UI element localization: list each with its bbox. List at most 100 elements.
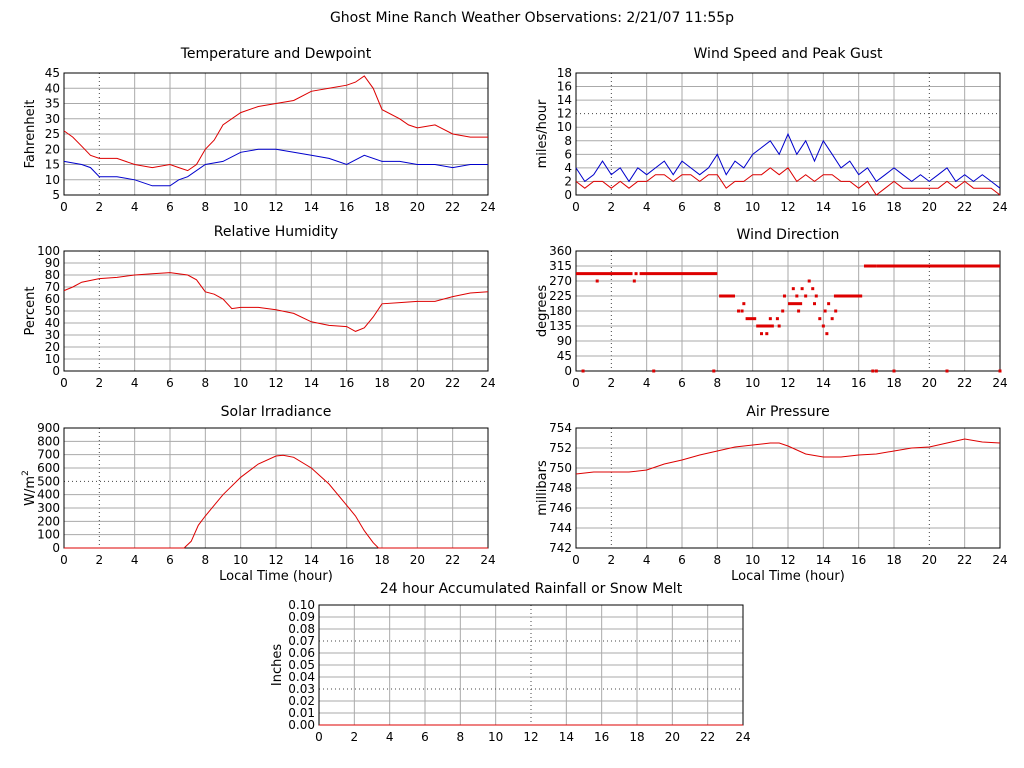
y-tick-label: 0.05 bbox=[288, 658, 315, 672]
x-tick-label: 8 bbox=[202, 376, 210, 390]
x-tick-label: 16 bbox=[594, 730, 609, 744]
direction-point bbox=[797, 309, 801, 313]
x-tick-label: 14 bbox=[304, 376, 319, 390]
plot-frame bbox=[575, 427, 1001, 549]
series-line-0 bbox=[575, 438, 1001, 475]
x-tick-label: 2 bbox=[608, 376, 616, 390]
y-axis-label: millibars bbox=[535, 460, 550, 516]
x-tick-label: 20 bbox=[410, 553, 425, 567]
y-tick-label: 16 bbox=[557, 80, 572, 94]
y-tick-label: 2 bbox=[564, 174, 572, 188]
series-line-1 bbox=[575, 167, 1001, 196]
y-tick-label: 500 bbox=[37, 474, 60, 488]
y-tick-label: 40 bbox=[45, 316, 60, 330]
x-tick-label: 8 bbox=[714, 553, 722, 567]
x-tick-label: 8 bbox=[714, 376, 722, 390]
direction-point bbox=[825, 332, 829, 336]
y-tick-label: 744 bbox=[549, 521, 572, 535]
x-tick-label: 20 bbox=[922, 376, 937, 390]
x-tick-label: 6 bbox=[166, 200, 174, 214]
x-tick-label: 16 bbox=[851, 376, 866, 390]
chart-title: Air Pressure bbox=[746, 404, 829, 420]
direction-point bbox=[871, 369, 875, 373]
direction-point bbox=[892, 369, 896, 373]
y-tick-label: 14 bbox=[557, 93, 572, 107]
x-tick-label: 0 bbox=[315, 730, 323, 744]
x-tick-label: 12 bbox=[268, 376, 283, 390]
x-tick-label: 20 bbox=[922, 553, 937, 567]
y-tick-label: 10 bbox=[45, 352, 60, 366]
x-tick-label: 24 bbox=[480, 200, 495, 214]
direction-point bbox=[742, 302, 746, 306]
direction-point bbox=[804, 294, 808, 298]
y-tick-label: 748 bbox=[549, 481, 572, 495]
y-tick-label: 45 bbox=[557, 349, 572, 363]
x-tick-label: 16 bbox=[339, 553, 354, 567]
x-tick-label: 16 bbox=[339, 376, 354, 390]
y-tick-label: 0.00 bbox=[288, 718, 315, 732]
x-tick-label: 12 bbox=[780, 200, 795, 214]
direction-point bbox=[634, 272, 638, 276]
direction-point bbox=[791, 287, 795, 291]
x-tick-label: 10 bbox=[488, 730, 503, 744]
y-tick-label: 60 bbox=[45, 292, 60, 306]
x-tick-label: 6 bbox=[678, 376, 686, 390]
x-tick-label: 2 bbox=[608, 553, 616, 567]
x-tick-label: 14 bbox=[304, 553, 319, 567]
direction-point bbox=[781, 309, 785, 313]
x-tick-label: 18 bbox=[886, 200, 901, 214]
x-tick-label: 10 bbox=[233, 376, 248, 390]
y-tick-label: 0.01 bbox=[288, 706, 315, 720]
direction-point bbox=[814, 294, 818, 298]
direction-point bbox=[834, 309, 838, 313]
direction-point bbox=[823, 309, 827, 313]
x-tick-label: 10 bbox=[745, 200, 760, 214]
x-tick-label: 20 bbox=[410, 200, 425, 214]
x-tick-label: 20 bbox=[410, 376, 425, 390]
y-tick-label: 0 bbox=[52, 541, 60, 555]
x-tick-label: 14 bbox=[559, 730, 574, 744]
y-tick-label: 15 bbox=[45, 158, 60, 172]
x-tick-label: 22 bbox=[957, 553, 972, 567]
series-line-0 bbox=[63, 272, 489, 332]
y-tick-label: 270 bbox=[549, 274, 572, 288]
x-tick-label: 12 bbox=[780, 553, 795, 567]
y-tick-label: 12 bbox=[557, 107, 572, 121]
plot-frame bbox=[575, 72, 1001, 196]
x-tick-label: 24 bbox=[992, 200, 1007, 214]
series-line-0 bbox=[64, 454, 488, 549]
direction-point bbox=[740, 309, 744, 313]
x-tick-label: 0 bbox=[572, 376, 580, 390]
x-tick-label: 14 bbox=[304, 200, 319, 214]
x-tick-label: 16 bbox=[339, 200, 354, 214]
x-tick-label: 2 bbox=[96, 553, 104, 567]
direction-point bbox=[765, 332, 769, 336]
x-tick-label: 18 bbox=[374, 200, 389, 214]
y-tick-label: 45 bbox=[45, 66, 60, 80]
series-line-0 bbox=[575, 132, 1001, 189]
chart-title: Wind Direction bbox=[737, 227, 840, 243]
x-tick-label: 8 bbox=[714, 200, 722, 214]
x-tick-label: 6 bbox=[678, 200, 686, 214]
x-tick-label: 22 bbox=[700, 730, 715, 744]
x-tick-label: 6 bbox=[166, 553, 174, 567]
x-tick-label: 0 bbox=[60, 376, 68, 390]
y-tick-label: 0 bbox=[564, 188, 572, 202]
x-tick-label: 14 bbox=[816, 200, 831, 214]
y-tick-label: 8 bbox=[564, 134, 572, 148]
chart-title: Solar Irradiance bbox=[221, 404, 332, 420]
x-tick-label: 6 bbox=[421, 730, 429, 744]
x-tick-label: 10 bbox=[745, 376, 760, 390]
x-tick-label: 10 bbox=[233, 553, 248, 567]
x-tick-label: 4 bbox=[131, 200, 139, 214]
x-tick-label: 8 bbox=[457, 730, 465, 744]
direction-point bbox=[811, 287, 815, 291]
chart-title: Temperature and Dewpoint bbox=[180, 46, 372, 62]
y-tick-label: 700 bbox=[37, 448, 60, 462]
